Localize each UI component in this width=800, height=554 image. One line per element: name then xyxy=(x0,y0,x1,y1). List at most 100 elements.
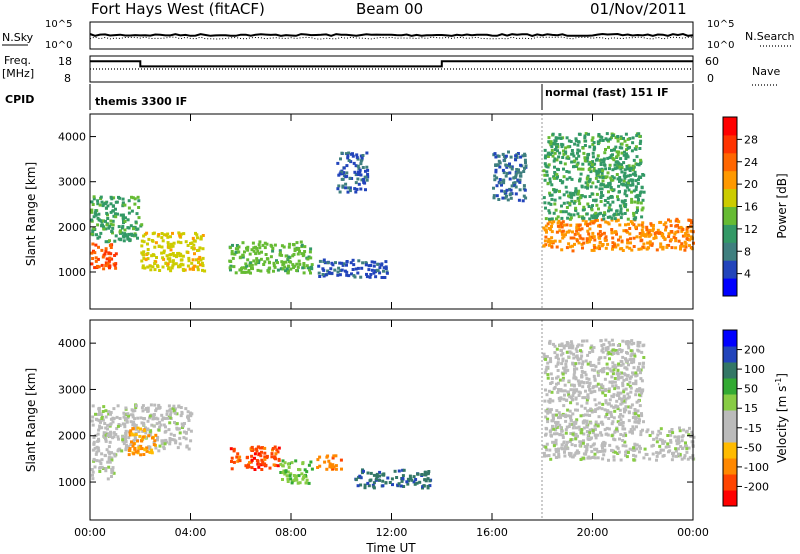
heatmap-cell xyxy=(595,192,599,196)
heatmap-cell xyxy=(604,338,608,342)
heatmap-cell xyxy=(559,426,563,429)
heatmap-cell xyxy=(115,427,119,431)
heatmap-cell xyxy=(545,173,549,177)
heatmap-cell xyxy=(100,426,104,430)
heatmap-cell xyxy=(168,442,172,446)
heatmap-cell xyxy=(170,438,174,441)
heatmap-cell xyxy=(558,343,562,347)
nave-tick-high: 60 xyxy=(705,55,719,68)
heatmap-cell xyxy=(143,429,147,433)
heatmap-cell xyxy=(559,210,563,214)
heatmap-cell xyxy=(136,227,140,231)
heatmap-cell xyxy=(550,427,554,431)
heatmap-cell xyxy=(629,183,633,187)
heatmap-cell xyxy=(634,179,638,183)
heatmap-cell xyxy=(601,402,605,406)
heatmap-cell xyxy=(583,396,587,400)
heatmap-cell xyxy=(102,267,106,271)
heatmap-cell xyxy=(586,413,590,417)
heatmap-cell xyxy=(574,187,578,191)
heatmap-cell xyxy=(677,239,681,243)
heatmap-cell xyxy=(569,388,573,392)
heatmap-cell xyxy=(246,270,250,274)
heatmap-cell xyxy=(332,465,336,469)
heatmap-cell xyxy=(585,401,589,405)
heatmap-cell xyxy=(681,434,685,438)
heatmap-cell xyxy=(669,439,673,442)
heatmap-cell xyxy=(232,449,236,453)
heatmap-cell xyxy=(326,454,330,458)
heatmap-cell xyxy=(638,147,642,150)
heatmap-cell xyxy=(586,174,590,178)
heatmap-cell xyxy=(98,466,102,470)
heatmap-cell xyxy=(568,202,572,205)
xaxis-label: Time UT xyxy=(365,541,416,554)
heatmap-cell xyxy=(593,410,597,413)
heatmap-cell xyxy=(342,262,346,266)
heatmap-cell xyxy=(152,417,156,421)
heatmap-cell xyxy=(546,155,550,158)
heatmap-cell xyxy=(584,373,588,377)
heatmap-cell xyxy=(579,357,583,361)
heatmap-cell xyxy=(608,367,612,371)
heatmap-cell xyxy=(583,144,587,147)
heatmap-cell xyxy=(150,448,154,452)
heatmap-cell xyxy=(651,452,655,456)
heatmap-cell xyxy=(624,397,628,401)
heatmap-cell xyxy=(286,271,290,275)
heatmap-cell xyxy=(638,404,642,408)
heatmap-cell xyxy=(104,439,108,443)
heatmap-cell xyxy=(348,186,352,190)
heatmap-cell xyxy=(345,263,348,267)
heatmap-cell xyxy=(190,412,194,416)
heatmap-cell xyxy=(108,460,112,464)
heatmap-cell xyxy=(611,236,615,240)
heatmap-cell xyxy=(248,264,252,268)
heatmap-cell xyxy=(568,176,572,180)
heatmap-cell xyxy=(551,240,555,244)
heatmap-cell xyxy=(574,139,578,143)
heatmap-cell xyxy=(579,431,583,435)
heatmap-cell xyxy=(152,424,156,428)
heatmap-cell xyxy=(618,376,622,380)
heatmap-cell xyxy=(546,181,550,185)
heatmap-cell xyxy=(172,254,176,258)
heatmap-cell xyxy=(585,237,589,241)
heatmap-cell xyxy=(503,190,507,194)
heatmap-cell xyxy=(655,231,659,235)
heatmap-cell xyxy=(562,223,566,227)
heatmap-cell xyxy=(99,420,102,424)
heatmap-cell xyxy=(568,395,572,399)
heatmap-cell xyxy=(174,262,178,266)
heatmap-cell xyxy=(298,249,301,253)
heatmap-cell xyxy=(423,470,427,474)
heatmap-cell xyxy=(564,431,568,435)
heatmap-cell xyxy=(577,425,581,429)
heatmap-cell xyxy=(608,181,612,185)
heatmap-cell xyxy=(167,246,171,250)
heatmap-cell xyxy=(201,268,204,272)
heatmap-cell xyxy=(557,168,560,172)
heatmap-cell xyxy=(422,484,426,488)
heatmap-cell xyxy=(587,232,591,236)
heatmap-cell xyxy=(518,174,522,178)
heatmap-cell xyxy=(636,368,640,372)
heatmap-cell xyxy=(625,165,629,168)
heatmap-cell xyxy=(667,218,670,222)
heatmap-cell xyxy=(628,232,632,236)
heatmap-cell xyxy=(576,434,579,438)
heatmap-cell xyxy=(566,447,570,451)
heatmap-cell xyxy=(629,386,633,390)
heatmap-cell xyxy=(365,165,369,169)
heatmap-cell xyxy=(621,421,625,424)
heatmap-cell xyxy=(91,203,95,206)
heatmap-cell xyxy=(569,414,573,418)
heatmap-cell xyxy=(562,234,566,238)
heatmap-cell xyxy=(652,236,656,240)
heatmap-cell xyxy=(187,447,191,451)
heatmap-cell xyxy=(578,202,582,206)
heatmap-cell xyxy=(334,464,338,468)
heatmap-cell xyxy=(104,240,108,244)
heatmap-cell xyxy=(573,199,577,203)
